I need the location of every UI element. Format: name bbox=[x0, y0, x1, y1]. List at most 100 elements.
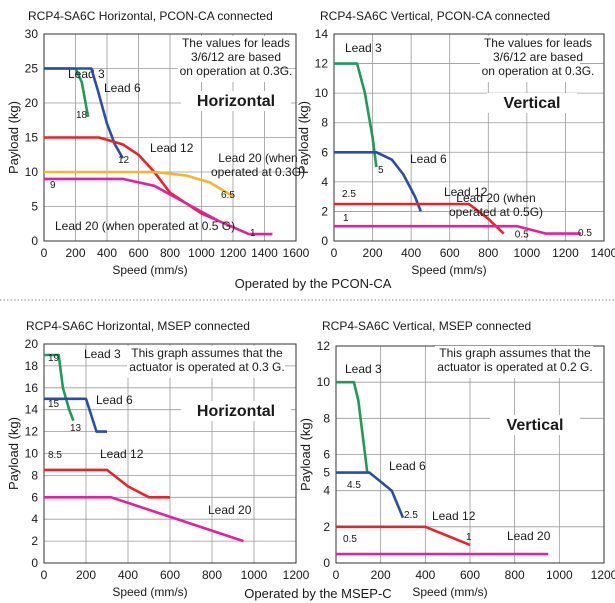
x-tick-label: 1200 bbox=[220, 246, 247, 260]
section-caption-msep: Operated by the MSEP-C bbox=[244, 586, 391, 601]
series-label: Lead 20 bbox=[208, 503, 252, 517]
series-end-value: 2.5 bbox=[404, 510, 418, 521]
series-label: Lead 6 bbox=[410, 152, 447, 166]
x-tick-label: 1200 bbox=[552, 246, 579, 260]
y-axis-label: Payload (kg) bbox=[6, 417, 21, 490]
series-label: Lead 6 bbox=[389, 459, 426, 473]
badge-background bbox=[490, 415, 580, 435]
x-tick-label: 200 bbox=[76, 568, 96, 582]
series-line bbox=[334, 224, 581, 235]
y-tick-label: 20 bbox=[25, 96, 39, 110]
series-label: Lead 6 bbox=[96, 393, 133, 407]
series-label-cont: operated at 0.5G) bbox=[449, 205, 543, 219]
note-line: actuator is operated at 0.3 G. bbox=[129, 360, 284, 374]
series-label: Lead 12 bbox=[100, 447, 144, 461]
series-line bbox=[44, 353, 75, 422]
y-tick-label: 4 bbox=[321, 175, 328, 189]
badge-background bbox=[181, 401, 291, 421]
x-tick-label: 0 bbox=[333, 568, 340, 582]
x-tick-label: 800 bbox=[505, 568, 525, 582]
series-label: Lead 3 bbox=[345, 41, 382, 55]
y-tick-label: 2 bbox=[321, 204, 328, 218]
x-tick-label: 0 bbox=[41, 246, 48, 260]
x-tick-label: 600 bbox=[128, 246, 148, 260]
series-label-cont: operated at 0.3G) bbox=[211, 165, 305, 179]
section-caption-pcon: Operated by the PCON-CA bbox=[235, 276, 392, 291]
x-axis-label: Speed (mm/s) bbox=[112, 263, 187, 277]
series-end-value: 0.5 bbox=[578, 228, 592, 239]
chart-title: RCP4-SA6C Vertical, PCON-CA connected bbox=[320, 9, 550, 23]
y-tick-label: 4 bbox=[31, 512, 38, 526]
x-tick-label: 400 bbox=[118, 568, 138, 582]
series-label: Lead 20 bbox=[507, 529, 551, 543]
x-tick-label: 800 bbox=[478, 246, 498, 260]
series-line bbox=[336, 380, 369, 473]
x-tick-label: 1000 bbox=[546, 568, 573, 582]
x-tick-label: 200 bbox=[371, 568, 391, 582]
plot-frame bbox=[43, 343, 297, 564]
mode-badge: Horizontal bbox=[197, 93, 275, 110]
plot-frame bbox=[333, 33, 605, 242]
x-tick-label: 1000 bbox=[241, 568, 268, 582]
y-tick-label: 8 bbox=[321, 116, 328, 130]
chart-horizontal-pcon: RCP4-SA6C Horizontal, PCON-CA connected 0… bbox=[6, 9, 310, 277]
y-tick-label: 15 bbox=[25, 131, 39, 145]
x-tick-label: 800 bbox=[202, 568, 222, 582]
series-end-value: 1 bbox=[250, 228, 256, 239]
x-tick-label: 600 bbox=[160, 568, 180, 582]
series-label: Lead 6 bbox=[104, 81, 141, 95]
series-line bbox=[334, 151, 423, 212]
y-tick-label: 0 bbox=[323, 556, 330, 570]
series-label: Lead 12 bbox=[432, 509, 476, 523]
y-tick-label: 8 bbox=[323, 411, 330, 425]
series-line bbox=[334, 62, 378, 168]
y-tick-label: 2 bbox=[31, 534, 38, 548]
chart-title: RCP4-SA6C Vertical, MSEP connected bbox=[322, 319, 531, 333]
y-tick-label: 0 bbox=[31, 556, 38, 570]
x-tick-label: 1200 bbox=[283, 568, 310, 582]
x-tick-label: 1400 bbox=[251, 246, 278, 260]
y-tick-label: 30 bbox=[25, 27, 39, 41]
series-start-value: 1 bbox=[343, 213, 349, 224]
series-label: Lead 20 (when operated at 0.5 G) bbox=[55, 219, 235, 233]
y-tick-label: 25 bbox=[25, 62, 39, 76]
badge-background bbox=[181, 91, 291, 111]
note-line: This graph assumes that the bbox=[131, 346, 283, 360]
x-tick-label: 800 bbox=[160, 246, 180, 260]
y-tick-label: 0 bbox=[321, 234, 328, 248]
y-tick-label: 14 bbox=[25, 403, 39, 417]
mode-badge: Vertical bbox=[504, 95, 561, 112]
series-mid-value: 4.5 bbox=[347, 480, 361, 491]
series-line bbox=[44, 177, 273, 236]
badge-background bbox=[487, 93, 577, 113]
series-label: Lead 20 (when bbox=[456, 191, 535, 205]
y-axis-label: Payload (kg) bbox=[6, 101, 21, 174]
note-background bbox=[480, 36, 580, 82]
series-end-value: 5 bbox=[378, 165, 384, 176]
y-axis-label: Payload (kg) bbox=[296, 101, 311, 174]
y-tick-label: 2 bbox=[323, 520, 330, 534]
series-label: Lead 12 bbox=[444, 185, 488, 199]
note-line: on operation at 0.3G. bbox=[180, 64, 293, 78]
x-tick-label: 600 bbox=[440, 246, 460, 260]
series-label: Lead 3 bbox=[68, 67, 105, 81]
y-tick-label: 12 bbox=[25, 425, 39, 439]
x-tick-label: 0 bbox=[41, 568, 48, 582]
note-background bbox=[435, 346, 593, 378]
series-start-value: 0.5 bbox=[343, 534, 357, 545]
y-tick-label: 20 bbox=[25, 337, 39, 351]
y-tick-label: 10 bbox=[315, 86, 329, 100]
x-tick-label: 400 bbox=[401, 246, 421, 260]
y-tick-label: 10 bbox=[317, 375, 331, 389]
x-tick-label: 400 bbox=[415, 568, 435, 582]
series-line bbox=[336, 525, 471, 547]
x-tick-label: 1600 bbox=[283, 246, 310, 260]
series-line bbox=[44, 67, 124, 159]
y-tick-label: 6 bbox=[321, 145, 328, 159]
note-line: The values for leads bbox=[182, 36, 290, 50]
y-tick-label: 12 bbox=[317, 339, 331, 353]
x-axis-label: Speed (mm/s) bbox=[411, 263, 486, 277]
y-tick-label: 4 bbox=[323, 484, 330, 498]
x-tick-label: 600 bbox=[460, 568, 480, 582]
